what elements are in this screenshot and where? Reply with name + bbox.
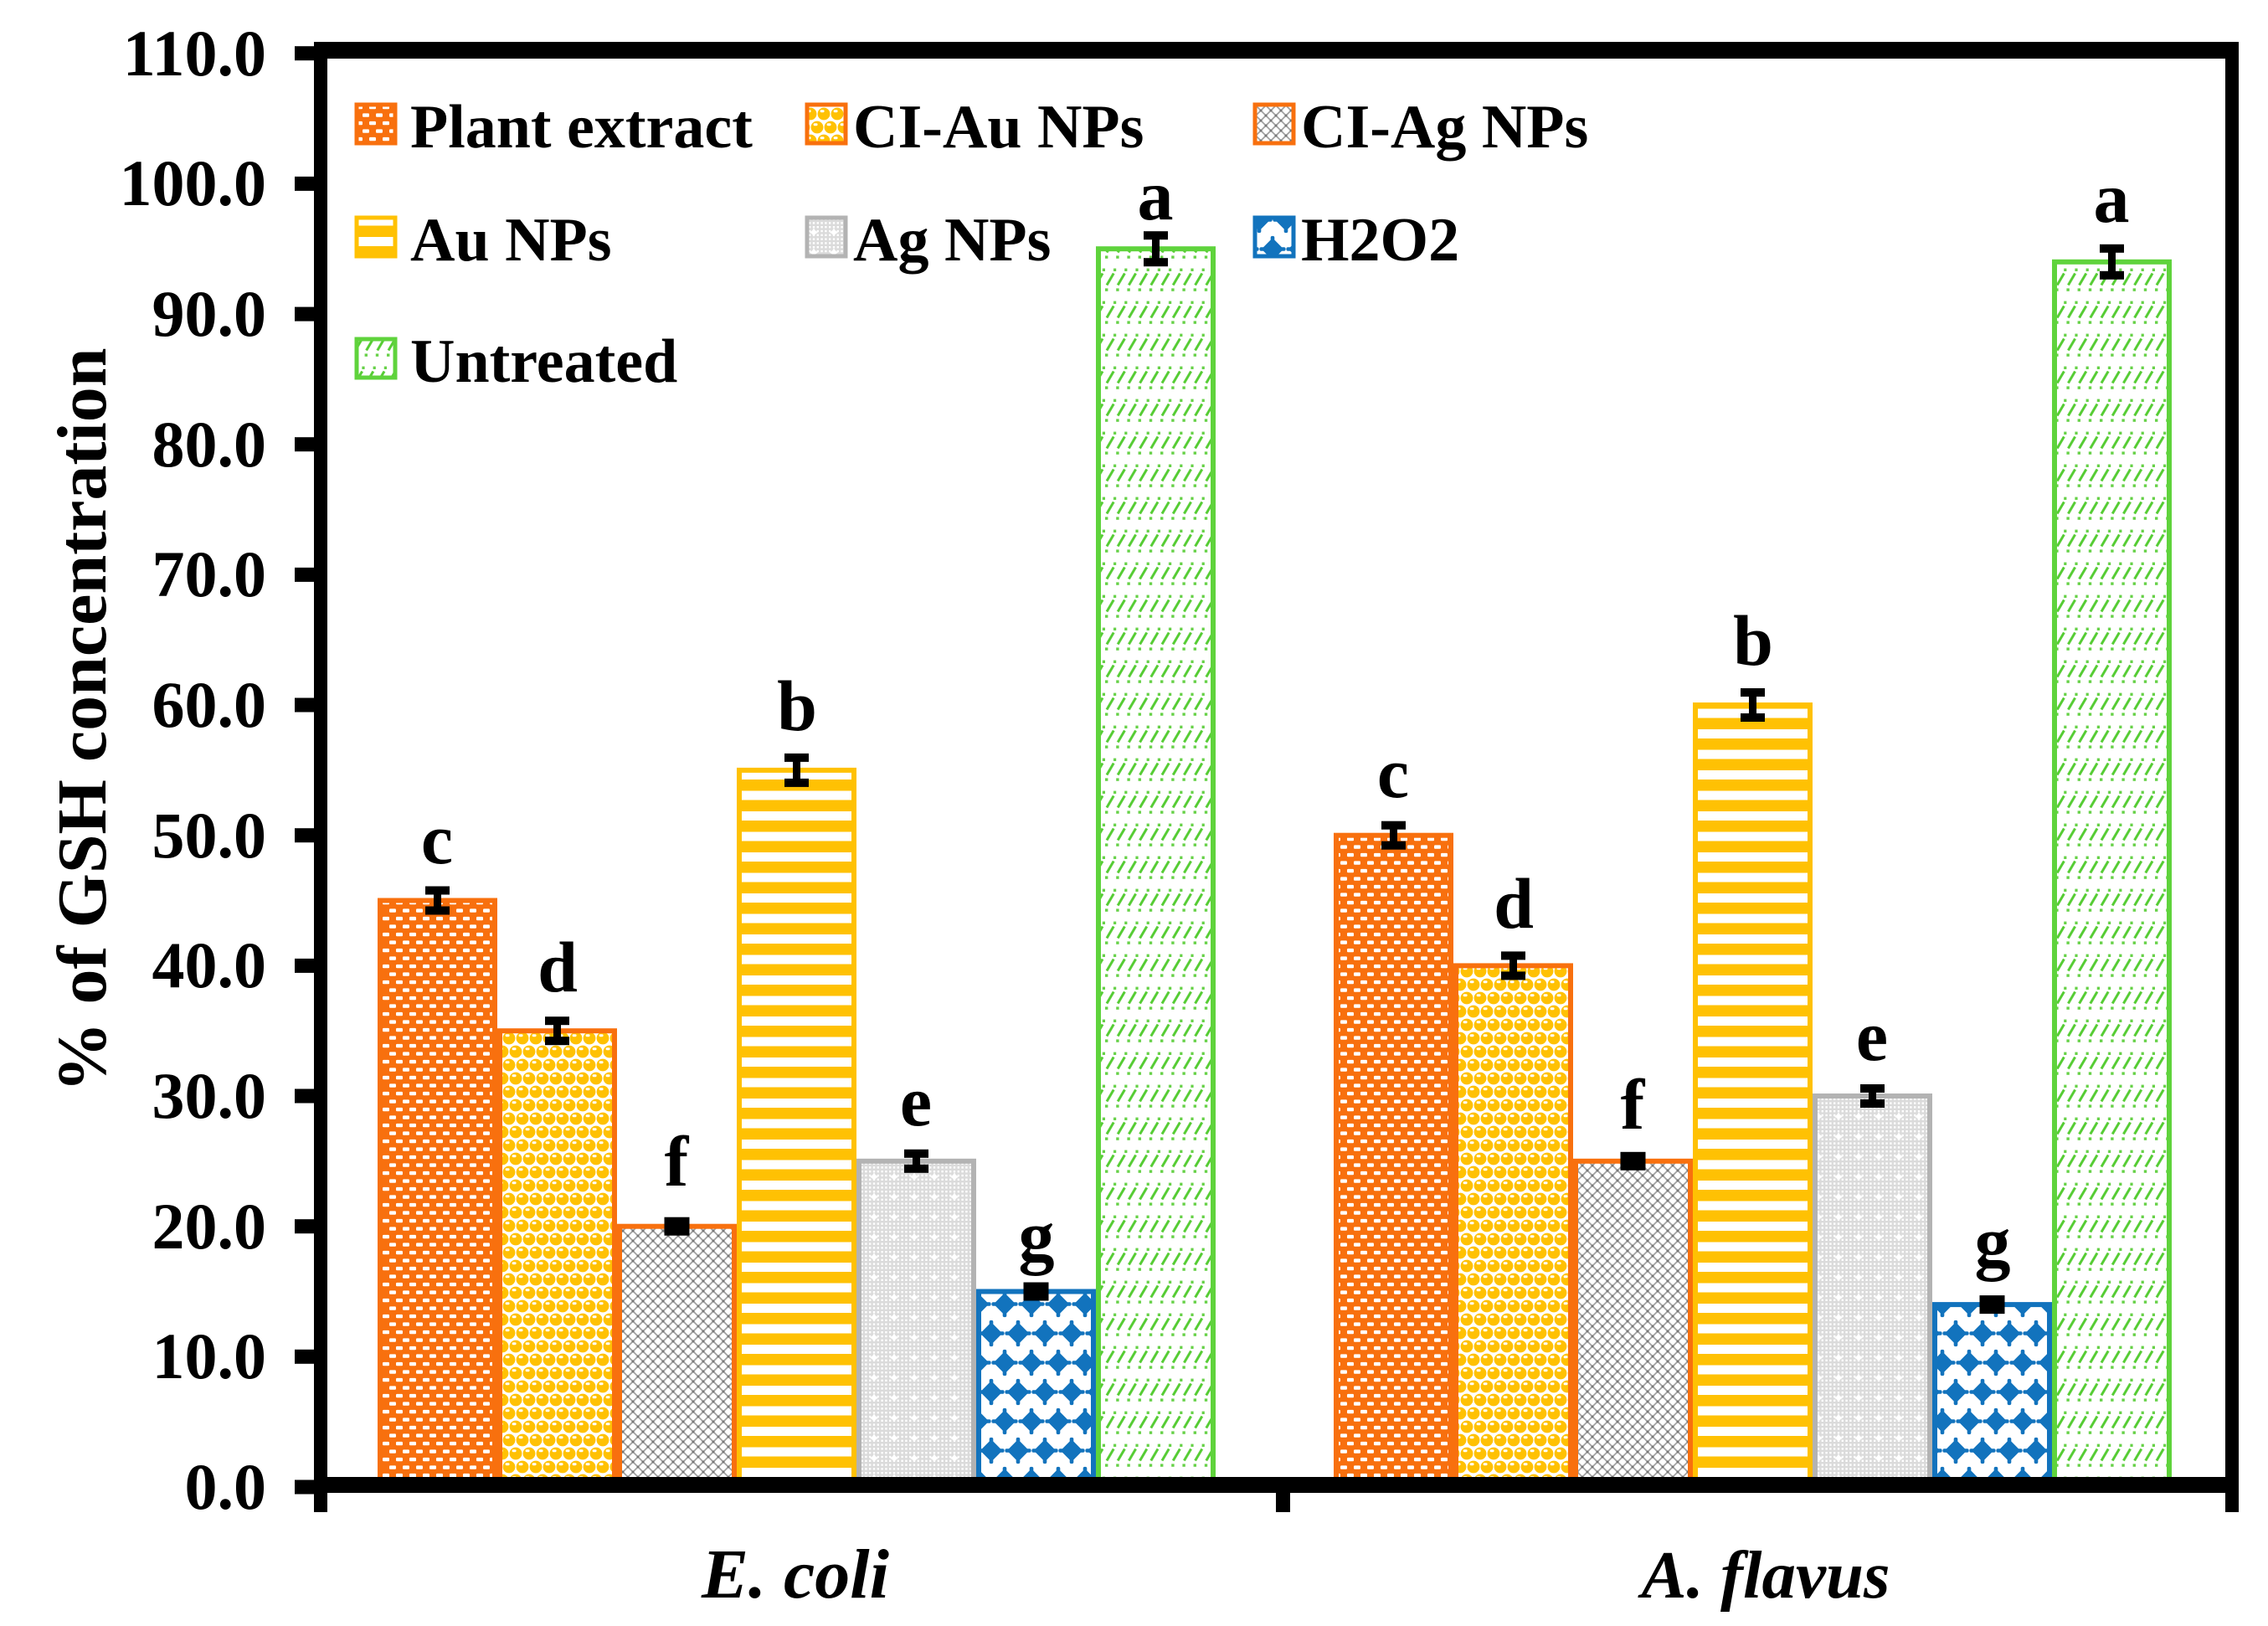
svg-text:90.0: 90.0 xyxy=(152,277,267,350)
svg-text:Plant extract: Plant extract xyxy=(410,93,753,162)
svg-text:110.0: 110.0 xyxy=(123,17,266,90)
svg-text:d: d xyxy=(1494,863,1534,944)
svg-text:60.0: 60.0 xyxy=(152,668,267,741)
svg-text:Au NPs: Au NPs xyxy=(410,206,612,275)
svg-text:c: c xyxy=(421,799,453,879)
svg-text:80.0: 80.0 xyxy=(152,408,267,481)
svg-text:e: e xyxy=(900,1061,932,1141)
svg-text:f: f xyxy=(1621,1064,1646,1145)
svg-text:A. flavus: A. flavus xyxy=(1637,1537,1890,1613)
svg-text:a: a xyxy=(2094,157,2130,238)
svg-text:b: b xyxy=(777,666,817,746)
svg-text:% of GSH concentration: % of GSH concentration xyxy=(44,348,121,1093)
svg-text:e: e xyxy=(1856,996,1888,1076)
svg-text:CI-Au NPs: CI-Au NPs xyxy=(853,93,1144,162)
svg-text:30.0: 30.0 xyxy=(152,1059,267,1132)
svg-text:b: b xyxy=(1733,600,1773,681)
svg-text:100.0: 100.0 xyxy=(120,147,267,219)
svg-text:H2O2: H2O2 xyxy=(1301,206,1459,275)
svg-text:CI-Ag NPs: CI-Ag NPs xyxy=(1301,93,1588,162)
svg-text:g: g xyxy=(1975,1201,2011,1282)
svg-text:50.0: 50.0 xyxy=(152,799,267,872)
svg-text:c: c xyxy=(1377,733,1409,813)
svg-text:Ag NPs: Ag NPs xyxy=(853,206,1051,275)
svg-text:40.0: 40.0 xyxy=(152,929,267,1001)
svg-text:0.0: 0.0 xyxy=(185,1450,267,1523)
svg-text:Untreated: Untreated xyxy=(410,327,677,396)
svg-text:d: d xyxy=(537,927,578,1007)
svg-text:a: a xyxy=(1138,155,1174,235)
svg-text:10.0: 10.0 xyxy=(152,1320,267,1392)
svg-text:f: f xyxy=(665,1121,690,1201)
svg-text:70.0: 70.0 xyxy=(152,538,267,610)
svg-text:20.0: 20.0 xyxy=(152,1190,267,1263)
svg-text:g: g xyxy=(1019,1196,1055,1276)
svg-text:E. coli: E. coli xyxy=(701,1536,889,1613)
